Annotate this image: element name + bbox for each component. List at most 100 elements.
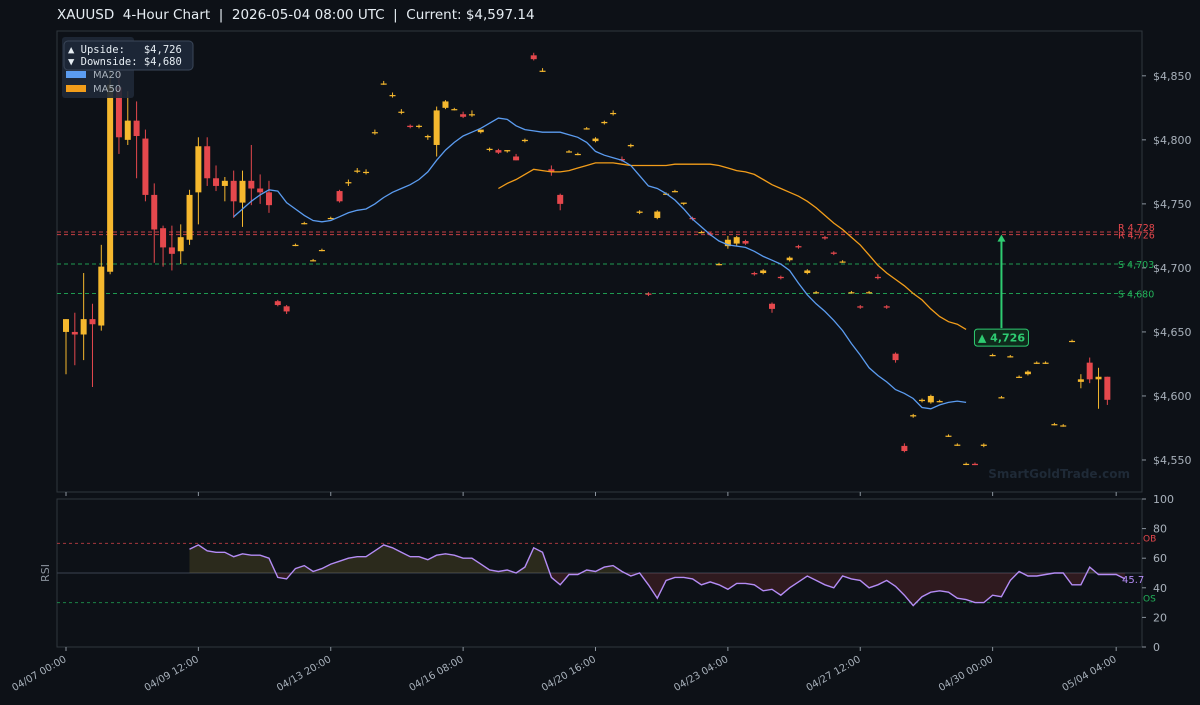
- candle-body: [998, 397, 1005, 399]
- candle-body: [80, 319, 87, 335]
- candle-body: [1069, 340, 1076, 343]
- rsi-y-tick-label: 20: [1153, 611, 1167, 624]
- candle-body: [813, 292, 820, 294]
- rsi-y-tick-label: 60: [1153, 552, 1167, 565]
- candle-body: [98, 266, 105, 326]
- candle-body: [839, 261, 846, 263]
- support-level-label: S 4,703: [1118, 260, 1154, 271]
- candle-body: [566, 151, 573, 153]
- candle-body: [1095, 376, 1102, 380]
- candle-body: [504, 150, 511, 152]
- candle-body: [574, 153, 581, 156]
- info-box: [63, 40, 194, 71]
- x-tick-label: 04/16 08:00: [407, 654, 465, 694]
- candle-body: [654, 211, 661, 218]
- candle-body: [151, 194, 158, 230]
- candle-body: [416, 125, 422, 127]
- candle-body: [380, 83, 387, 85]
- legend-label: MA50: [93, 84, 121, 95]
- candle-body: [963, 463, 970, 466]
- legend-label: MA20: [93, 70, 121, 81]
- candle-body: [160, 228, 167, 248]
- candle-body: [354, 170, 361, 172]
- x-tick-label: 04/27 12:00: [805, 654, 863, 694]
- target-arrow-head: [997, 234, 1006, 242]
- y-tick-label: $4,850: [1153, 70, 1192, 83]
- candle-body: [1077, 379, 1084, 382]
- candle-body: [945, 435, 952, 437]
- candle-body: [424, 136, 431, 138]
- candle-body: [1086, 362, 1093, 380]
- candle-body: [407, 125, 414, 128]
- info-upside: ▲ Upside: $4,726: [68, 44, 182, 56]
- x-tick-label: 04/30 00:00: [937, 654, 995, 694]
- y-tick-label: $4,750: [1153, 198, 1192, 211]
- candle-body: [301, 223, 308, 225]
- candle-body: [265, 192, 272, 206]
- candle-body: [460, 114, 467, 117]
- price-panel: [56, 30, 1143, 493]
- rsi-ob-label: OB: [1143, 534, 1156, 544]
- x-tick-label: 04/09 12:00: [143, 654, 201, 694]
- candle-body: [724, 239, 731, 247]
- candle-body: [795, 246, 802, 248]
- candle-body: [283, 306, 290, 312]
- candle-body: [495, 150, 502, 153]
- x-tick-label: 04/20 16:00: [540, 654, 598, 694]
- candle-body: [857, 306, 864, 308]
- x-tick-label: 04/07 00:00: [10, 654, 68, 694]
- rsi-fill-below: [189, 573, 1125, 606]
- target-label: ▲ 4,726: [978, 332, 1025, 345]
- candle-body: [530, 55, 537, 60]
- candle-body: [1060, 425, 1067, 427]
- candle-body: [239, 180, 246, 203]
- candle-body: [336, 191, 343, 202]
- candle-body: [769, 303, 775, 309]
- candle-body: [866, 292, 873, 294]
- candle-body: [733, 237, 740, 244]
- candle-body: [901, 445, 908, 452]
- candle-body: [760, 270, 767, 274]
- target-arrow: ▲ 4,726: [973, 234, 1029, 347]
- candle-body: [1024, 371, 1031, 375]
- moving-averages: [233, 117, 967, 410]
- resistance-level-label: R 4,726: [1118, 231, 1155, 242]
- candle-body: [874, 276, 881, 279]
- candle-body: [954, 444, 961, 446]
- rsi-y-tick-label: 40: [1153, 582, 1167, 595]
- candle-body: [883, 306, 890, 308]
- candle-body: [318, 249, 325, 252]
- candle-body: [274, 301, 281, 306]
- candle-body: [213, 178, 220, 186]
- candle-body: [433, 110, 440, 145]
- candle-body: [327, 217, 334, 220]
- x-tick-label: 04/23 04:00: [672, 654, 730, 694]
- candle-body: [1033, 362, 1040, 364]
- candle-body: [221, 180, 228, 186]
- candle-body: [451, 109, 458, 111]
- candle-body: [751, 273, 758, 275]
- target-label-box: [973, 328, 1029, 347]
- ma50-line: [498, 162, 967, 330]
- candle-body: [1016, 376, 1023, 378]
- rsi-axis-label: RSI: [39, 564, 52, 582]
- support-level-label: S 4,680: [1118, 290, 1154, 301]
- candle-body: [971, 463, 978, 466]
- candle-body: [389, 95, 396, 97]
- candle-body: [592, 138, 599, 142]
- candle-body: [645, 293, 652, 295]
- candle-body: [716, 264, 723, 266]
- y-tick-label: $4,550: [1153, 454, 1192, 467]
- y-tick-label: $4,700: [1153, 262, 1192, 275]
- legend-swatch: [66, 85, 86, 92]
- candle-body: [1042, 362, 1049, 364]
- watermark: SmartGoldTrade.com: [988, 467, 1130, 481]
- candle-body: [468, 114, 475, 116]
- candle-body: [698, 232, 705, 234]
- candle-body: [230, 180, 237, 202]
- chart-title: XAUUSD 4-Hour Chart | 2026-05-04 08:00 U…: [57, 7, 535, 23]
- rsi-panel: 0 20 40 60 80 100 OB OS 45.7 RSI: [39, 493, 1174, 654]
- candle-body: [636, 211, 643, 213]
